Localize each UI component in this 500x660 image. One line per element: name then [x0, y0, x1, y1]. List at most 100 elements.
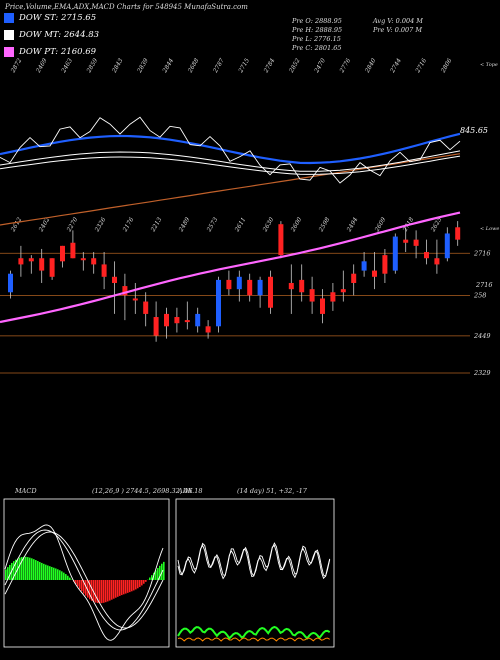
bottom-price-label: 2598	[317, 216, 331, 234]
top-price-label: 2859	[85, 57, 99, 75]
candle	[122, 286, 128, 296]
macd-params: (12,26,9 ) 2744.5, 2698.32, 46.18	[92, 487, 203, 495]
macd-bar	[53, 567, 55, 580]
ema-st-line	[0, 132, 461, 165]
macd-bar	[51, 566, 53, 580]
macd-bar	[59, 570, 61, 580]
macd-bar	[135, 580, 137, 590]
top-price-label: 2839	[136, 57, 150, 75]
right-axis-label: 2449	[473, 332, 491, 340]
macd-label: MACD	[15, 487, 37, 495]
legend-dow-pt: DOW PT: 2160.69	[4, 47, 96, 57]
top-price-label: 2872	[9, 57, 23, 75]
candle	[236, 276, 242, 290]
macd-bar	[45, 564, 47, 580]
macd-bar	[143, 580, 145, 584]
legend-label-mt: DOW MT: 2644.83	[19, 30, 100, 40]
right-axis-label: 258	[473, 291, 486, 299]
macd-bar	[23, 556, 25, 580]
candle	[361, 261, 367, 271]
legend-swatch-st	[4, 13, 14, 23]
macd-bar	[19, 557, 21, 580]
top-price-label: 2840	[363, 57, 377, 75]
macd-bar	[101, 580, 103, 604]
top-price-label: 2688	[186, 57, 200, 75]
macd-bar	[13, 561, 15, 580]
candle	[18, 258, 24, 265]
macd-bar	[5, 569, 7, 580]
candle	[195, 313, 201, 327]
candle	[351, 273, 357, 283]
candle	[288, 282, 294, 290]
info-pre-volume: Pre V: 0.007 M	[373, 26, 423, 34]
macd-bar	[107, 580, 109, 602]
adx-line	[177, 542, 331, 577]
legend-label-pt: DOW PT: 2160.69	[19, 47, 97, 57]
top-price-label: 2787	[212, 57, 226, 75]
macd-bar	[39, 561, 41, 580]
macd-bar	[145, 580, 147, 582]
top-price-label: 2852	[287, 57, 301, 75]
info-pre-open: Pre O: 2888.95	[292, 17, 342, 25]
macd-bar	[141, 580, 143, 586]
candle	[299, 279, 305, 293]
macd-bar	[31, 558, 33, 580]
top-price-label: 2776	[338, 57, 352, 75]
candle	[340, 289, 346, 293]
macd-bar	[89, 580, 91, 600]
candle	[184, 320, 190, 323]
macd-bar	[97, 580, 99, 604]
price-callout: 845.65	[460, 126, 488, 135]
macd-bar	[133, 580, 135, 591]
macd-bar	[123, 580, 125, 595]
macd-panel	[3, 498, 170, 648]
macd-bar	[61, 571, 63, 580]
ema-mt-line	[0, 150, 461, 172]
top-price-label: 2784	[262, 57, 276, 75]
adx-plus-di-line	[177, 625, 331, 640]
candle	[80, 258, 86, 261]
top-price-label: 2716	[414, 57, 428, 75]
candle	[320, 298, 325, 314]
macd-bar	[67, 575, 69, 580]
candle	[39, 258, 45, 271]
macd-bar	[29, 557, 31, 580]
macd-bar	[139, 580, 141, 587]
macd-bar	[15, 559, 17, 580]
macd-bar	[151, 575, 153, 580]
macd-bar	[129, 580, 131, 593]
candle	[8, 273, 13, 293]
candle	[268, 276, 273, 308]
legend-swatch-pt	[4, 47, 14, 57]
candle	[226, 279, 232, 290]
bottom-price-label: 2176	[121, 216, 135, 234]
macd-bar	[79, 580, 81, 589]
macd-bar	[95, 580, 97, 603]
macd-bar	[99, 580, 101, 604]
macd-bar	[37, 561, 39, 580]
macd-line	[4, 524, 164, 641]
info-avg-volume: Avg V: 0.004 M	[373, 17, 423, 25]
macd-bar	[113, 580, 115, 599]
macd-bar	[155, 570, 157, 580]
macd-bar	[43, 563, 45, 580]
corner-label-mid: < Lowe	[480, 226, 499, 232]
macd-bar	[115, 580, 117, 598]
ema-pt-line	[0, 211, 461, 324]
macd-bar	[87, 580, 89, 598]
candle	[434, 258, 440, 265]
top-price-label: 2470	[313, 57, 327, 75]
macd-bar	[55, 568, 57, 580]
macd-bar	[47, 565, 49, 580]
bottom-price-label: 2270	[65, 216, 79, 234]
legend-dow-st: DOW ST: 2715.65	[4, 13, 96, 23]
candle	[455, 227, 461, 240]
top-price-label: 2463	[60, 57, 74, 75]
candle	[101, 264, 107, 277]
legend-label-st: DOW ST: 2715.65	[19, 13, 97, 23]
macd-bar	[119, 580, 121, 596]
top-price-label: 2844	[161, 57, 175, 75]
macd-bar	[149, 577, 151, 580]
macd-bar	[25, 556, 27, 580]
